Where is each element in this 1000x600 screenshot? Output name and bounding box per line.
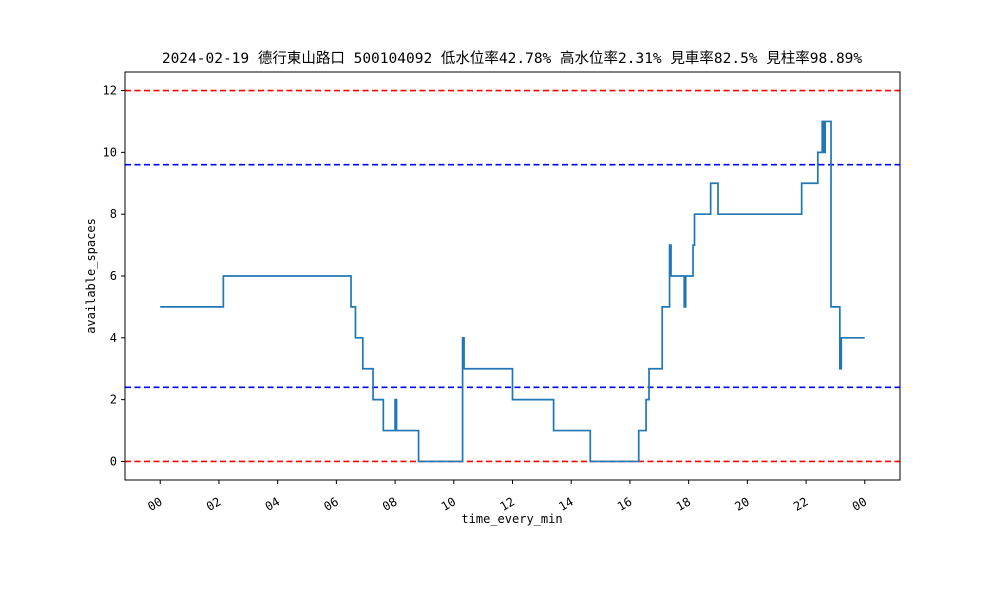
x-tick-label: 00 bbox=[145, 494, 165, 513]
x-tick-label: 04 bbox=[263, 494, 283, 513]
series-line-available-spaces bbox=[160, 120, 865, 463]
x-tick-label: 08 bbox=[380, 494, 400, 513]
y-tick-label: 6 bbox=[110, 269, 117, 283]
x-tick-label: 02 bbox=[204, 494, 224, 513]
x-tick-label: 22 bbox=[791, 494, 811, 513]
chart-title: 2024-02-19 德行東山路口 500104092 低水位率42.78% 高… bbox=[162, 50, 863, 67]
y-tick-label: 4 bbox=[110, 331, 117, 345]
x-tick-label: 12 bbox=[497, 494, 517, 513]
x-tick-label: 06 bbox=[321, 494, 341, 513]
x-tick-label: 20 bbox=[732, 494, 752, 513]
y-tick-label: 2 bbox=[110, 393, 117, 407]
x-tick-label: 14 bbox=[556, 494, 576, 513]
y-tick-label: 0 bbox=[110, 454, 117, 468]
y-tick-label: 10 bbox=[103, 145, 117, 159]
x-tick-label: 18 bbox=[674, 494, 694, 513]
y-tick-label: 12 bbox=[103, 84, 117, 98]
x-axis-label: time_every_min bbox=[461, 512, 562, 526]
x-axis: 00 02 04 06 08 10 12 14 16 18 20 22 00 bbox=[145, 480, 869, 514]
x-tick-label: 10 bbox=[439, 494, 459, 513]
y-tick-label: 8 bbox=[110, 207, 117, 221]
y-axis: 0 2 4 6 8 10 12 bbox=[103, 84, 125, 468]
series-layer bbox=[160, 120, 865, 463]
x-tick-label: 00 bbox=[850, 494, 870, 513]
y-axis-label: available_spaces bbox=[84, 218, 98, 334]
reference-lines bbox=[125, 89, 900, 463]
x-tick-label: 16 bbox=[615, 494, 635, 513]
